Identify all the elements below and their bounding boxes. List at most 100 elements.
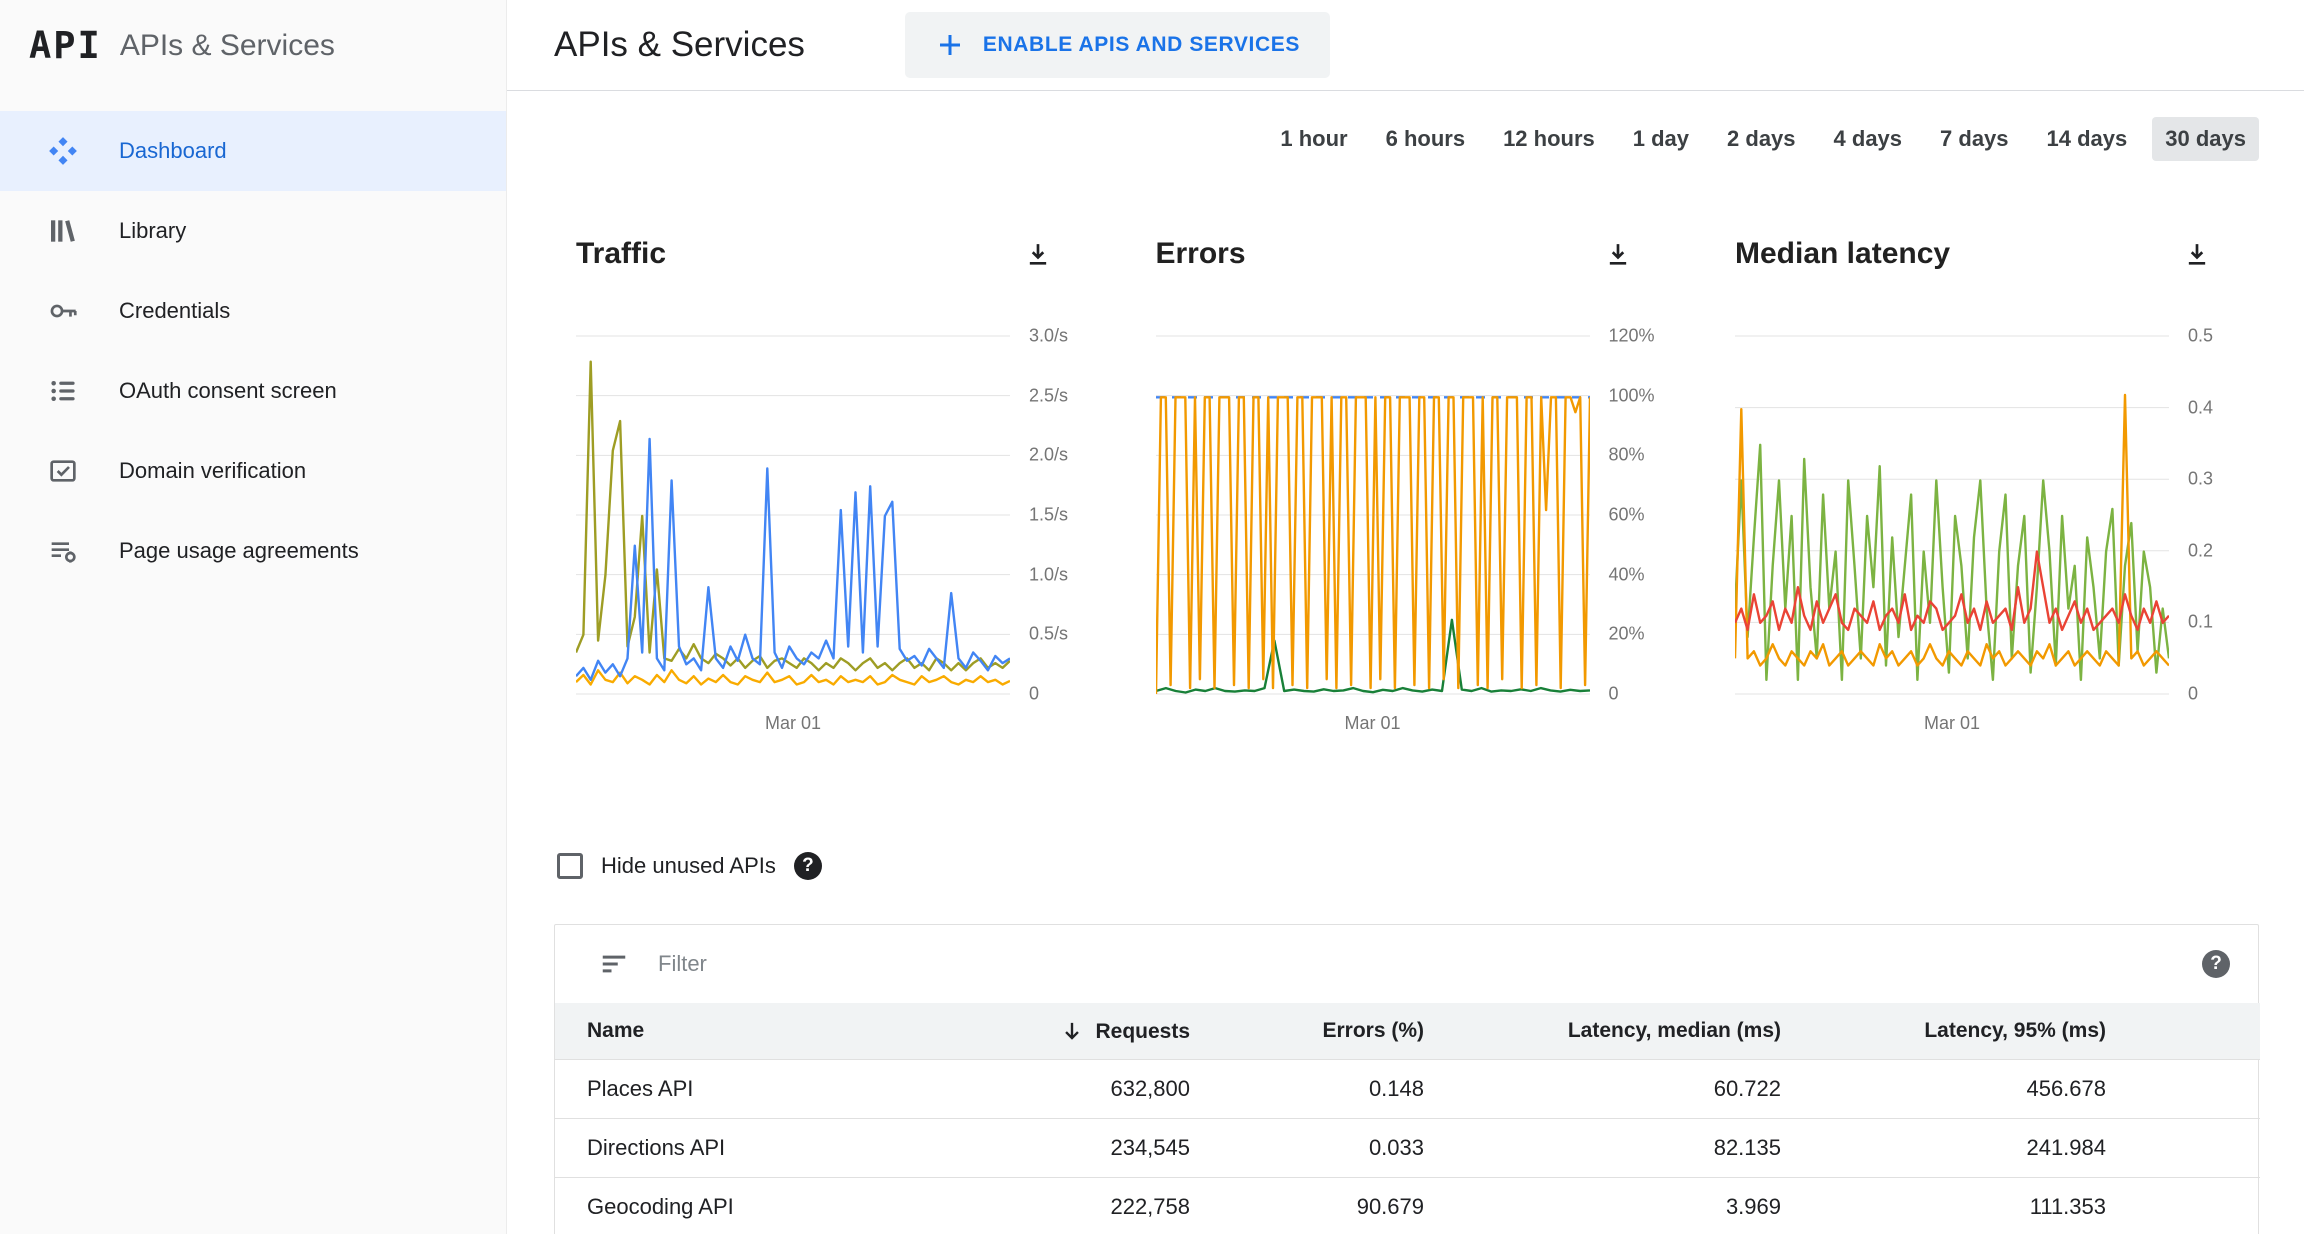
errors-chart-title: Errors — [1155, 237, 1246, 270]
series-traffic-blue — [576, 437, 1010, 681]
time-range-1-day[interactable]: 1 day — [1620, 117, 1702, 161]
agreements-icon — [46, 534, 80, 568]
api-name-cell: Geocoding API — [555, 1177, 1055, 1234]
download-icon[interactable] — [2183, 240, 2211, 268]
time-range-12-hours[interactable]: 12 hours — [1490, 117, 1608, 161]
sidebar-item-credentials[interactable]: Credentials — [0, 271, 506, 351]
errors-plot — [1155, 335, 1590, 695]
errors-x-axis-label: Mar 01 — [1344, 713, 1401, 733]
sidebar-item-label: Dashboard — [119, 138, 227, 163]
col-header-latency-95-ms[interactable]: Latency, 95% (ms) — [1781, 1003, 2260, 1060]
download-icon[interactable] — [1604, 240, 1632, 268]
sidebar-item-page-usage-agreements[interactable]: Page usage agreements — [0, 511, 506, 591]
value-cell: 111.353 — [1781, 1177, 2260, 1234]
filter-input[interactable] — [658, 951, 2202, 977]
time-range-2-days[interactable]: 2 days — [1714, 117, 1809, 161]
filter-list-icon — [599, 949, 629, 979]
table-help-icon[interactable]: ? — [2202, 950, 2230, 978]
y-tick-label: 0.3 — [2188, 468, 2214, 489]
traffic-plot — [576, 335, 1010, 695]
consent-icon — [46, 374, 80, 408]
y-tick-label: 0 — [2188, 683, 2199, 704]
y-tick-label: 0.1 — [2188, 611, 2214, 632]
chart-errors: Errors 120% 100% 80% 60% 40% 20% 0 Mar 01 — [1155, 237, 1680, 734]
traffic-plot-area: 3.0/s 2.5/s 2.0/s 1.5/s 1.0/s 0.5/s 0 — [576, 326, 1100, 704]
value-cell: 3.969 — [1424, 1177, 1781, 1234]
median-latency-y-axis-labels: 0.5 0.4 0.3 0.2 0.1 0 — [2169, 326, 2259, 704]
y-tick-label: 0.5 — [2188, 325, 2214, 346]
dashboard-icon — [46, 134, 80, 168]
col-header-latency-median-ms[interactable]: Latency, median (ms) — [1424, 1003, 1781, 1060]
sidebar-title: APIs & Services — [119, 28, 335, 62]
sidebar: API APIs & Services Dashboard Library Cred… — [0, 0, 507, 1234]
traffic-y-axis-labels: 3.0/s 2.5/s 2.0/s 1.5/s 1.0/s 0.5/s 0 — [1010, 326, 1100, 704]
main-header: APIs & Services ENABLE APIS AND SERVICES — [507, 0, 2304, 91]
y-tick-label: 1.5/s — [1029, 504, 1069, 525]
domain-icon — [46, 454, 80, 488]
value-cell: 234,545 — [1055, 1118, 1190, 1178]
y-tick-label: 2.5/s — [1029, 385, 1069, 406]
hide-unused-label: Hide unused APIs — [601, 853, 776, 878]
table-body: Places API 632,800 0.148 60.722 456.678 Direc… — [555, 1059, 2260, 1234]
y-tick-label: 80% — [1608, 444, 1645, 465]
page-title: APIs & Services — [554, 25, 805, 64]
value-cell: 0.148 — [1190, 1059, 1424, 1119]
col-header-requests[interactable]: Requests — [1055, 1003, 1190, 1060]
sidebar-item-dashboard[interactable]: Dashboard — [0, 111, 506, 191]
errors-chart-header: Errors — [1156, 237, 1680, 271]
help-icon[interactable]: ? — [793, 852, 822, 880]
time-range-6-hours[interactable]: 6 hours — [1373, 117, 1478, 161]
y-tick-label: 0.4 — [2188, 397, 2214, 418]
main-content: APIs & Services ENABLE APIS AND SERVICES… — [507, 0, 2304, 1234]
traffic-x-axis-label: Mar 01 — [764, 713, 822, 733]
series-latency-orange — [1735, 393, 2169, 667]
sidebar-item-label: Page usage agreements — [119, 538, 359, 563]
y-tick-label: 0.2 — [2188, 540, 2214, 561]
col-header-name[interactable]: Name — [555, 1003, 1055, 1060]
time-range-4-days[interactable]: 4 days — [1821, 117, 1916, 161]
table-header-row: Name Requests Errors (%) Latency, median (m… — [555, 1003, 2260, 1060]
median-latency-plot — [1735, 335, 2169, 695]
download-icon[interactable] — [1024, 240, 1052, 268]
sidebar-item-label: Credentials — [119, 298, 231, 323]
time-range-7-days[interactable]: 7 days — [1927, 117, 2022, 161]
value-cell: 632,800 — [1055, 1059, 1190, 1119]
library-icon — [46, 214, 80, 248]
y-tick-label: 60% — [1608, 504, 1645, 525]
sort-desc-icon — [1059, 1018, 1085, 1044]
sidebar-header: API APIs & Services — [0, 0, 506, 91]
table-row-geocoding-api[interactable]: Geocoding API 222,758 90.679 3.969 111.353 — [555, 1177, 2260, 1234]
sidebar-item-oauth-consent-screen[interactable]: OAuth consent screen — [0, 351, 506, 431]
median-latency-plot-area: 0.5 0.4 0.3 0.2 0.1 0 — [1735, 326, 2259, 704]
enable-apis-button[interactable]: ENABLE APIS AND SERVICES — [904, 12, 1330, 78]
hide-unused-checkbox[interactable] — [557, 853, 583, 879]
chart-median-latency: Median latency 0.5 0.4 0.3 0.2 0.1 0 Mar 01 — [1735, 237, 2259, 734]
chart-traffic: Traffic 3.0/s 2.5/s 2.0/s 1.5/s 1.0/s 0.5/s 0 Ma… — [576, 237, 1100, 734]
sidebar-item-domain-verification[interactable]: Domain verification — [0, 431, 506, 511]
sidebar-item-library[interactable]: Library — [0, 191, 506, 271]
time-range-1-hour[interactable]: 1 hour — [1267, 117, 1360, 161]
enable-apis-button-label: ENABLE APIS AND SERVICES — [982, 33, 1300, 56]
time-range-30-days[interactable]: 30 days — [2152, 117, 2259, 161]
series-errors-green — [1155, 618, 1590, 694]
series-latency-green — [1735, 443, 2169, 681]
api-name-cell: Places API — [555, 1059, 1055, 1119]
charts-section: Traffic 3.0/s 2.5/s 2.0/s 1.5/s 1.0/s 0.5/s 0 Ma… — [507, 237, 2304, 734]
plus-icon — [935, 30, 965, 60]
api-name-cell: Directions API — [555, 1118, 1055, 1178]
hide-unused-row: Hide unused APIs ? — [557, 852, 2304, 880]
sidebar-menu: Dashboard Library Credentials OAuth consent… — [0, 91, 506, 591]
time-range-14-days[interactable]: 14 days — [2034, 117, 2141, 161]
median-latency-x-axis-label: Mar 01 — [1923, 713, 1981, 733]
series-traffic-orange — [576, 669, 1010, 686]
api-logo: API — [29, 24, 102, 67]
y-tick-label: 40% — [1608, 564, 1645, 585]
y-tick-label: 3.0/s — [1029, 325, 1069, 346]
col-header-errors[interactable]: Errors (%) — [1190, 1003, 1424, 1060]
table-row-places-api[interactable]: Places API 632,800 0.148 60.722 456.678 — [555, 1059, 2260, 1119]
table-row-directions-api[interactable]: Directions API 234,545 0.033 82.135 241.984 — [555, 1118, 2260, 1178]
value-cell: 222,758 — [1055, 1177, 1190, 1234]
y-tick-label: 2.0/s — [1029, 444, 1069, 465]
value-cell: 60.722 — [1424, 1059, 1781, 1119]
